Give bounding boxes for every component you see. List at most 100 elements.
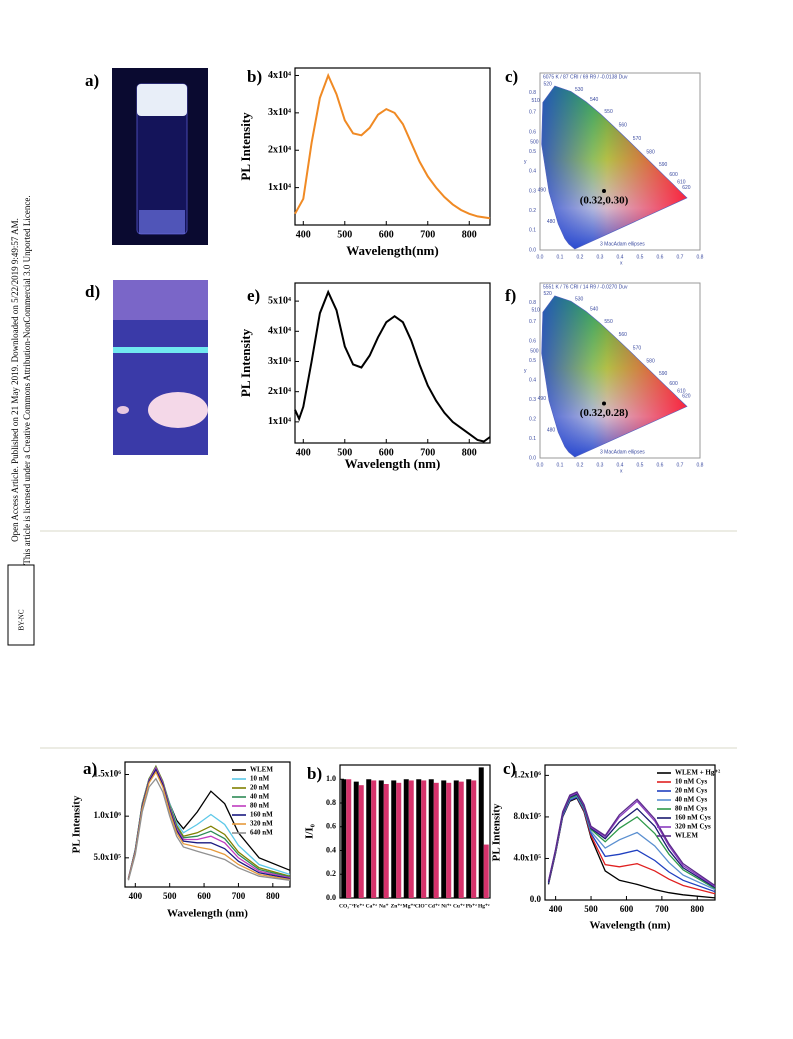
bar: [353, 781, 359, 898]
bar: [341, 779, 347, 898]
x-tick-label: Mg⁺²: [403, 902, 416, 909]
bar: [433, 782, 439, 898]
legend-label: 20 nM: [250, 784, 270, 792]
panel-label: a): [83, 759, 97, 778]
cie-frame: [539, 282, 701, 459]
cie-point: [602, 401, 606, 406]
cie-y-tick: 0.0: [529, 247, 536, 253]
x-axis-label: Wavelength(nm): [346, 243, 438, 258]
cie-wavelength: 550: [604, 319, 613, 325]
cie-y-tick: 0.3: [529, 397, 536, 403]
y-tick-label: 5x10⁴: [268, 295, 291, 306]
cie-wavelength: 530: [575, 297, 584, 303]
cie-wavelength: 560: [619, 332, 628, 338]
y-tick-label: 0.0: [530, 894, 542, 904]
x-tick-label: Ni⁺²: [441, 902, 451, 909]
y-tick-label: 4.0x10⁵: [514, 853, 542, 863]
panel-label: e): [247, 286, 260, 305]
x-tick-label: Zn⁺²: [391, 902, 403, 909]
x-axis-label: Wavelength (nm): [345, 456, 441, 471]
legend-label: 20 nM Cys: [675, 787, 708, 795]
legend-label: WLEM: [250, 766, 273, 774]
cie-x-tick: 0.6: [657, 254, 664, 260]
cie-x-tick: 0.1: [557, 462, 564, 468]
cie-footer: 3 MacAdam ellipses: [600, 241, 645, 247]
legend-label: 40 nM: [250, 793, 270, 801]
x-tick-label: 400: [549, 904, 563, 914]
cie-wavelength: 580: [646, 359, 655, 365]
license-badge: [7, 564, 35, 646]
powder: [148, 392, 208, 428]
cie-x-tick: 0.4: [617, 254, 624, 260]
cie-y-tick: 0.2: [529, 416, 536, 422]
bar: [428, 779, 434, 898]
cie-x-tick: 0.3: [597, 254, 604, 260]
cie-y-tick: 0.4: [529, 169, 536, 175]
y-tick-label: 0.8: [326, 798, 336, 807]
cie-x-tick: 0.8: [697, 254, 704, 260]
cie-wavelength: 500: [530, 140, 539, 146]
cie-wavelength: 570: [633, 345, 642, 351]
y-tick-label: 2x10⁴: [268, 386, 291, 397]
cie-wavelength: 490: [538, 396, 547, 402]
x-tick-label: 700: [420, 229, 435, 240]
cie-x-tick: 0.2: [577, 462, 584, 468]
cie-wavelength: 520: [543, 81, 552, 87]
vial-cap: [137, 84, 187, 116]
legend-label: 80 nM Cys: [675, 805, 708, 813]
bar: [358, 785, 364, 898]
cie-wavelength: 600: [669, 172, 678, 178]
x-tick-label: Fe⁺³: [354, 902, 365, 909]
x-tick-label: Na⁺: [379, 902, 389, 909]
plot-frame: [294, 282, 491, 444]
y-tick-label: 0.4: [326, 845, 336, 854]
cie-point-label: (0.32,0.30): [580, 195, 629, 207]
x-tick-label: 800: [266, 891, 280, 901]
panel-label: c): [505, 67, 518, 86]
cie-x-tick: 0.4: [617, 462, 624, 468]
x-tick-label: Ca⁺²: [366, 902, 378, 909]
cie-wavelength: 620: [682, 185, 691, 191]
cie-point: [602, 189, 606, 193]
bar: [421, 780, 427, 898]
bar: [391, 780, 397, 898]
vial-glow: [139, 210, 185, 234]
cie-wavelength: 540: [590, 307, 599, 313]
y-tick-label: 1x10⁴: [268, 182, 291, 193]
cie-x-tick: 0.1: [557, 254, 564, 260]
legend-label: WLEM + Hg⁺²: [675, 769, 720, 777]
cie-wavelength: 590: [659, 162, 668, 168]
y-tick-label: 2x10⁴: [268, 145, 291, 156]
panel-label: b): [307, 764, 322, 783]
photo-edge: [113, 347, 208, 353]
x-tick-label: 600: [379, 229, 394, 240]
sidebar-line: Open Access Article. Published on 21 May…: [10, 218, 20, 542]
cie-wavelength: 560: [619, 123, 628, 129]
cie-x-tick: 0.5: [637, 254, 644, 260]
bar: [453, 780, 459, 898]
cie-wavelength: 570: [633, 136, 642, 142]
cie-header: 6075 K / 87 CRI / 69 R9 / -0.0138 Duv: [543, 74, 628, 80]
x-tick-label: 800: [462, 229, 477, 240]
x-tick-label: 500: [337, 229, 352, 240]
x-tick-label: 600: [620, 904, 634, 914]
x-tick-label: Hg⁺²: [478, 902, 490, 909]
cie-wavelength: 510: [531, 307, 540, 313]
cie-wavelength: 610: [677, 388, 686, 394]
y-axis-label: PL Intensity: [238, 328, 253, 397]
cie-y-tick: 0.1: [529, 228, 536, 234]
panel-label: c): [503, 759, 516, 778]
panel-label: d): [85, 282, 100, 301]
bar: [471, 780, 477, 898]
x-tick-label: Pb⁺²: [466, 902, 477, 909]
bar: [416, 779, 422, 898]
y-axis-label: PL Intensity: [71, 795, 83, 853]
y-tick-label: 4x10⁴: [268, 70, 291, 81]
series-line: [127, 777, 291, 881]
sidebar-line: This article is licensed under a Creativ…: [22, 195, 32, 564]
cie-y-label: y: [524, 159, 527, 165]
cie-wavelength: 480: [547, 219, 556, 225]
cie-x-tick: 0.0: [537, 462, 544, 468]
y-tick-label: 1.0: [326, 774, 336, 783]
bar: [366, 779, 372, 898]
